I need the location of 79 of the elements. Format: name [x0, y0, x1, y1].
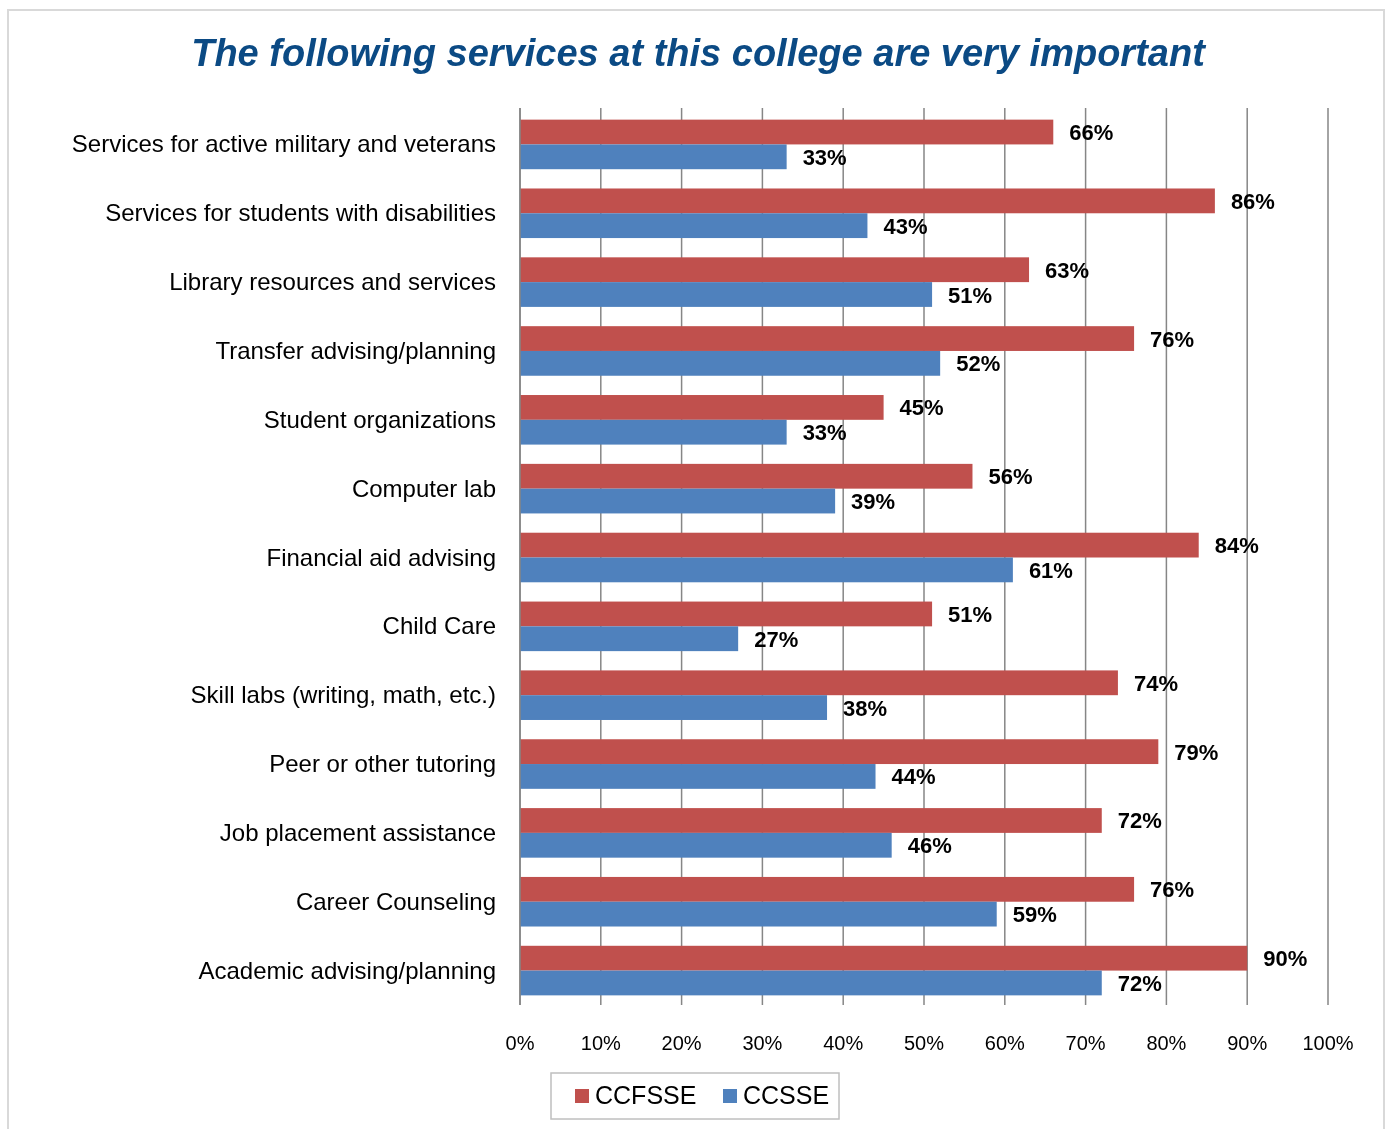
- bar: [520, 670, 1118, 696]
- x-tick-label: 0%: [505, 1032, 535, 1054]
- data-label: 33%: [802, 420, 847, 446]
- bar: [520, 626, 739, 652]
- data-label: 86%: [1230, 188, 1275, 214]
- data-label: 51%: [948, 282, 993, 308]
- data-label: 79%: [1174, 739, 1219, 765]
- x-tick-label: 20%: [661, 1032, 702, 1054]
- x-tick-label: 100%: [1302, 1032, 1354, 1054]
- data-label: 33%: [802, 144, 847, 170]
- x-tick-label: 60%: [984, 1032, 1026, 1054]
- bar: [520, 739, 1159, 765]
- data-label: 52%: [956, 351, 1001, 377]
- x-tick-label: 50%: [903, 1032, 945, 1054]
- y-tick-label: Child Care: [382, 612, 496, 640]
- bar: [520, 945, 1248, 971]
- bar: [520, 601, 933, 627]
- y-tick-label: Job placement assistance: [219, 818, 496, 846]
- x-tick-label: 40%: [823, 1032, 864, 1054]
- data-label: 90%: [1263, 946, 1308, 972]
- x-tick-label: 90%: [1227, 1032, 1268, 1054]
- legend-label: CCSSE: [743, 1081, 830, 1109]
- y-tick-label: Library resources and services: [169, 268, 496, 296]
- x-tick-label: 10%: [580, 1032, 622, 1054]
- data-label: 51%: [948, 601, 993, 627]
- data-label: 38%: [843, 695, 888, 721]
- y-tick-label: Financial aid advising: [266, 543, 496, 571]
- y-tick-label: Transfer advising/planning: [215, 336, 496, 364]
- bar: [520, 832, 892, 858]
- bar: [520, 213, 868, 239]
- bar: [520, 532, 1199, 558]
- bar: [520, 419, 787, 445]
- data-label: 56%: [988, 464, 1033, 490]
- y-tick-label: Academic advising/planning: [198, 956, 496, 984]
- bar: [520, 282, 933, 307]
- data-label: 72%: [1117, 808, 1162, 834]
- bar: [520, 119, 1054, 145]
- bar: [520, 695, 828, 720]
- bar: [520, 876, 1135, 902]
- data-label: 27%: [754, 626, 799, 652]
- bar: [520, 488, 836, 514]
- y-tick-label: Services for students with disabilities: [105, 199, 496, 227]
- data-label: 66%: [1069, 120, 1114, 146]
- data-label: 84%: [1214, 533, 1259, 559]
- data-label: 46%: [907, 833, 952, 859]
- data-label: 44%: [891, 764, 936, 790]
- chart-title: The following services at this college are very important: [191, 32, 1207, 74]
- legend-label: CCFSSE: [595, 1081, 697, 1109]
- data-label: 76%: [1150, 326, 1195, 352]
- y-tick-label: Student organizations: [263, 405, 496, 433]
- bar: [520, 808, 1102, 833]
- x-tick-label: 80%: [1146, 1032, 1187, 1054]
- x-tick-label: 30%: [742, 1032, 783, 1054]
- bar: [520, 764, 876, 789]
- bar: [520, 257, 1030, 283]
- data-label: 76%: [1150, 877, 1195, 903]
- data-label: 39%: [851, 489, 896, 515]
- data-label: 59%: [1012, 902, 1057, 928]
- bar: [520, 350, 941, 376]
- data-label: 45%: [899, 395, 944, 421]
- x-tick-label: 70%: [1065, 1032, 1106, 1054]
- bar: [520, 326, 1135, 351]
- y-tick-label: Peer or other tutoring: [269, 750, 496, 778]
- bar: [520, 557, 1013, 583]
- y-tick-label: Computer lab: [351, 474, 496, 502]
- y-tick-label: Career Counseling: [295, 887, 496, 915]
- data-label: 72%: [1117, 970, 1162, 996]
- bar: [520, 395, 884, 420]
- bar: [520, 188, 1215, 214]
- y-tick-label: Skill labs (writing, math, etc.): [190, 681, 496, 709]
- bar: [520, 970, 1102, 996]
- data-label: 61%: [1028, 557, 1073, 583]
- y-tick-label: Services for active military and veterans: [71, 130, 496, 158]
- data-label: 63%: [1045, 257, 1090, 283]
- bar: [520, 901, 997, 927]
- data-label: 74%: [1133, 670, 1178, 696]
- bar: [520, 144, 787, 170]
- bar: [520, 463, 973, 489]
- data-label: 43%: [883, 213, 928, 239]
